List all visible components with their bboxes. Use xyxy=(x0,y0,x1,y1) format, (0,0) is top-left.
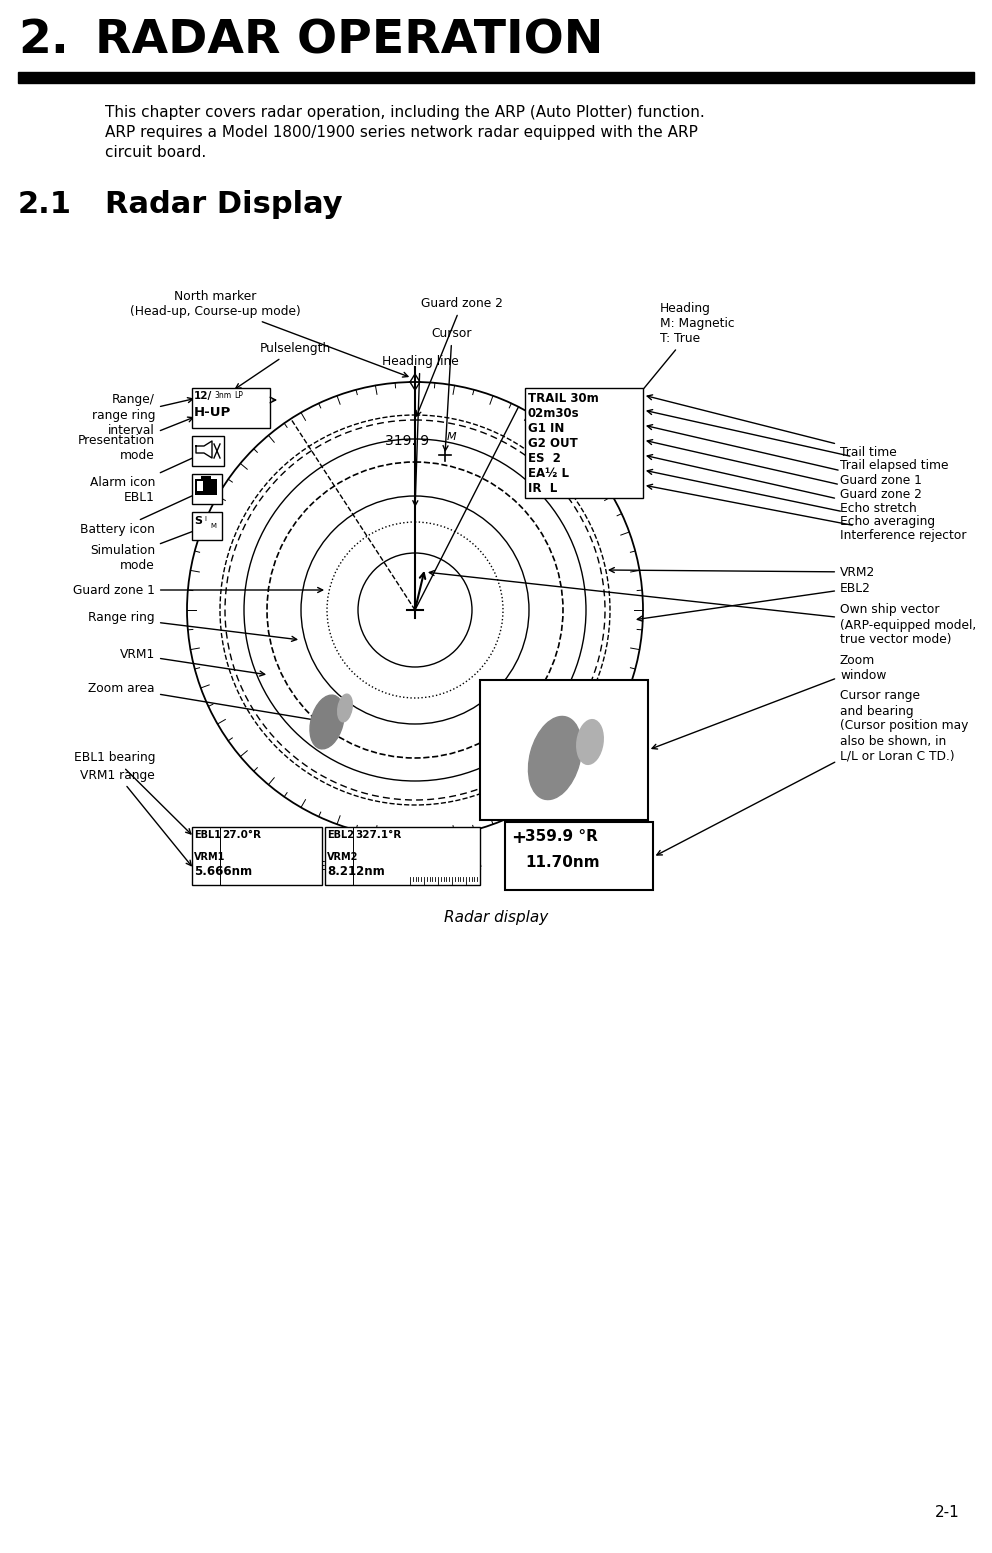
Text: Echo averaging: Echo averaging xyxy=(647,469,935,528)
Text: 12/: 12/ xyxy=(194,391,212,401)
Text: Range ring: Range ring xyxy=(88,612,297,641)
Text: North marker
(Head-up, Course-up mode): North marker (Head-up, Course-up mode) xyxy=(130,290,408,377)
Text: Cursor range
and bearing
(Cursor position may
also be shown, in
L/L or Loran C T: Cursor range and bearing (Cursor positio… xyxy=(657,690,968,856)
Text: 359.9 °R: 359.9 °R xyxy=(525,829,598,843)
Text: VRM2: VRM2 xyxy=(327,853,358,862)
Bar xyxy=(325,828,480,885)
Bar xyxy=(480,680,648,820)
Text: Guard zone 2: Guard zone 2 xyxy=(647,439,922,500)
Text: This chapter covers radar operation, including the ARP (Auto Plotter) function.: This chapter covers radar operation, inc… xyxy=(105,106,704,120)
Text: Battery icon: Battery icon xyxy=(80,491,203,536)
Text: EBL2 bearing, VRM2 range: EBL2 bearing, VRM2 range xyxy=(318,860,482,881)
Text: Alarm icon
EBL1: Alarm icon EBL1 xyxy=(89,452,204,505)
Ellipse shape xyxy=(529,716,581,800)
Text: Echo stretch: Echo stretch xyxy=(647,455,917,514)
Bar xyxy=(18,71,974,82)
Text: EBL1: EBL1 xyxy=(194,829,221,840)
Text: G2 OUT: G2 OUT xyxy=(528,436,577,450)
Text: Guard zone 2: Guard zone 2 xyxy=(417,297,503,416)
Text: ES  2: ES 2 xyxy=(528,452,560,464)
Bar xyxy=(192,828,322,885)
Text: EBL2: EBL2 xyxy=(637,581,871,621)
Text: IR  L: IR L xyxy=(528,481,558,495)
Text: Presentation
mode: Presentation mode xyxy=(78,418,193,461)
Ellipse shape xyxy=(337,694,352,722)
Text: RADAR OPERATION: RADAR OPERATION xyxy=(95,19,603,64)
Text: 2.: 2. xyxy=(18,19,68,64)
Text: Zoom area: Zoom area xyxy=(88,682,322,724)
Text: Heading
M: Magnetic
T: True: Heading M: Magnetic T: True xyxy=(611,301,735,429)
Text: 327.1°R: 327.1°R xyxy=(355,829,401,840)
Bar xyxy=(192,474,222,505)
Text: M: M xyxy=(447,432,456,443)
Text: Pulselength: Pulselength xyxy=(235,342,330,388)
Text: Trail time: Trail time xyxy=(647,394,897,458)
Text: 02m30s: 02m30s xyxy=(528,407,579,419)
Text: 8.212nm: 8.212nm xyxy=(327,865,385,877)
Text: VRM1: VRM1 xyxy=(120,649,265,676)
Text: 27.0°R: 27.0°R xyxy=(222,829,261,840)
Text: 3nm: 3nm xyxy=(214,391,231,401)
Text: EBL2: EBL2 xyxy=(327,829,354,840)
Text: Radar display: Radar display xyxy=(443,910,549,926)
Text: Heading line: Heading line xyxy=(382,356,458,506)
Text: 5.666nm: 5.666nm xyxy=(194,865,252,877)
Text: Simulation
mode: Simulation mode xyxy=(90,526,203,572)
Text: 11.70nm: 11.70nm xyxy=(525,856,599,870)
Ellipse shape xyxy=(576,719,603,764)
Text: I: I xyxy=(204,516,206,522)
Text: ARP requires a Model 1800/1900 series network radar equipped with the ARP: ARP requires a Model 1800/1900 series ne… xyxy=(105,124,698,140)
Bar xyxy=(525,388,643,499)
Text: S: S xyxy=(194,516,202,526)
Text: EA½ L: EA½ L xyxy=(528,467,569,480)
Text: VRM2: VRM2 xyxy=(609,565,875,579)
Text: LP: LP xyxy=(234,391,243,401)
Text: Zoom
window: Zoom window xyxy=(652,654,887,749)
Text: Guard zone 1: Guard zone 1 xyxy=(73,584,322,596)
Text: TRAIL 30m: TRAIL 30m xyxy=(528,391,599,405)
Text: VRM1: VRM1 xyxy=(194,853,225,862)
Text: G1 IN: G1 IN xyxy=(528,422,564,435)
Text: Interference rejector: Interference rejector xyxy=(647,485,966,542)
Text: Cursor: Cursor xyxy=(432,328,472,450)
Text: Range/
range ring
interval: Range/ range ring interval xyxy=(91,393,192,436)
Bar xyxy=(192,436,224,466)
Bar xyxy=(192,512,222,540)
Text: Trail elapsed time: Trail elapsed time xyxy=(647,410,948,472)
Ellipse shape xyxy=(310,696,344,749)
Text: EBL1 bearing: EBL1 bearing xyxy=(73,752,190,834)
Text: H-UP: H-UP xyxy=(194,405,231,419)
Text: 319. 9: 319. 9 xyxy=(385,433,430,447)
Bar xyxy=(201,477,211,480)
Text: circuit board.: circuit board. xyxy=(105,144,206,160)
Text: Guard zone 1: Guard zone 1 xyxy=(647,424,922,486)
Bar xyxy=(192,388,270,429)
Bar xyxy=(505,822,653,890)
Text: Radar Display: Radar Display xyxy=(105,189,342,219)
Bar xyxy=(197,481,203,491)
Text: Own ship vector
(ARP-equipped model,
true vector mode): Own ship vector (ARP-equipped model, tru… xyxy=(430,570,976,646)
Text: 2.1: 2.1 xyxy=(18,189,72,219)
Text: +: + xyxy=(511,829,526,846)
Text: VRM1 range: VRM1 range xyxy=(80,769,191,865)
Text: 2-1: 2-1 xyxy=(935,1505,960,1520)
Bar xyxy=(195,478,217,495)
Text: M: M xyxy=(210,523,216,530)
